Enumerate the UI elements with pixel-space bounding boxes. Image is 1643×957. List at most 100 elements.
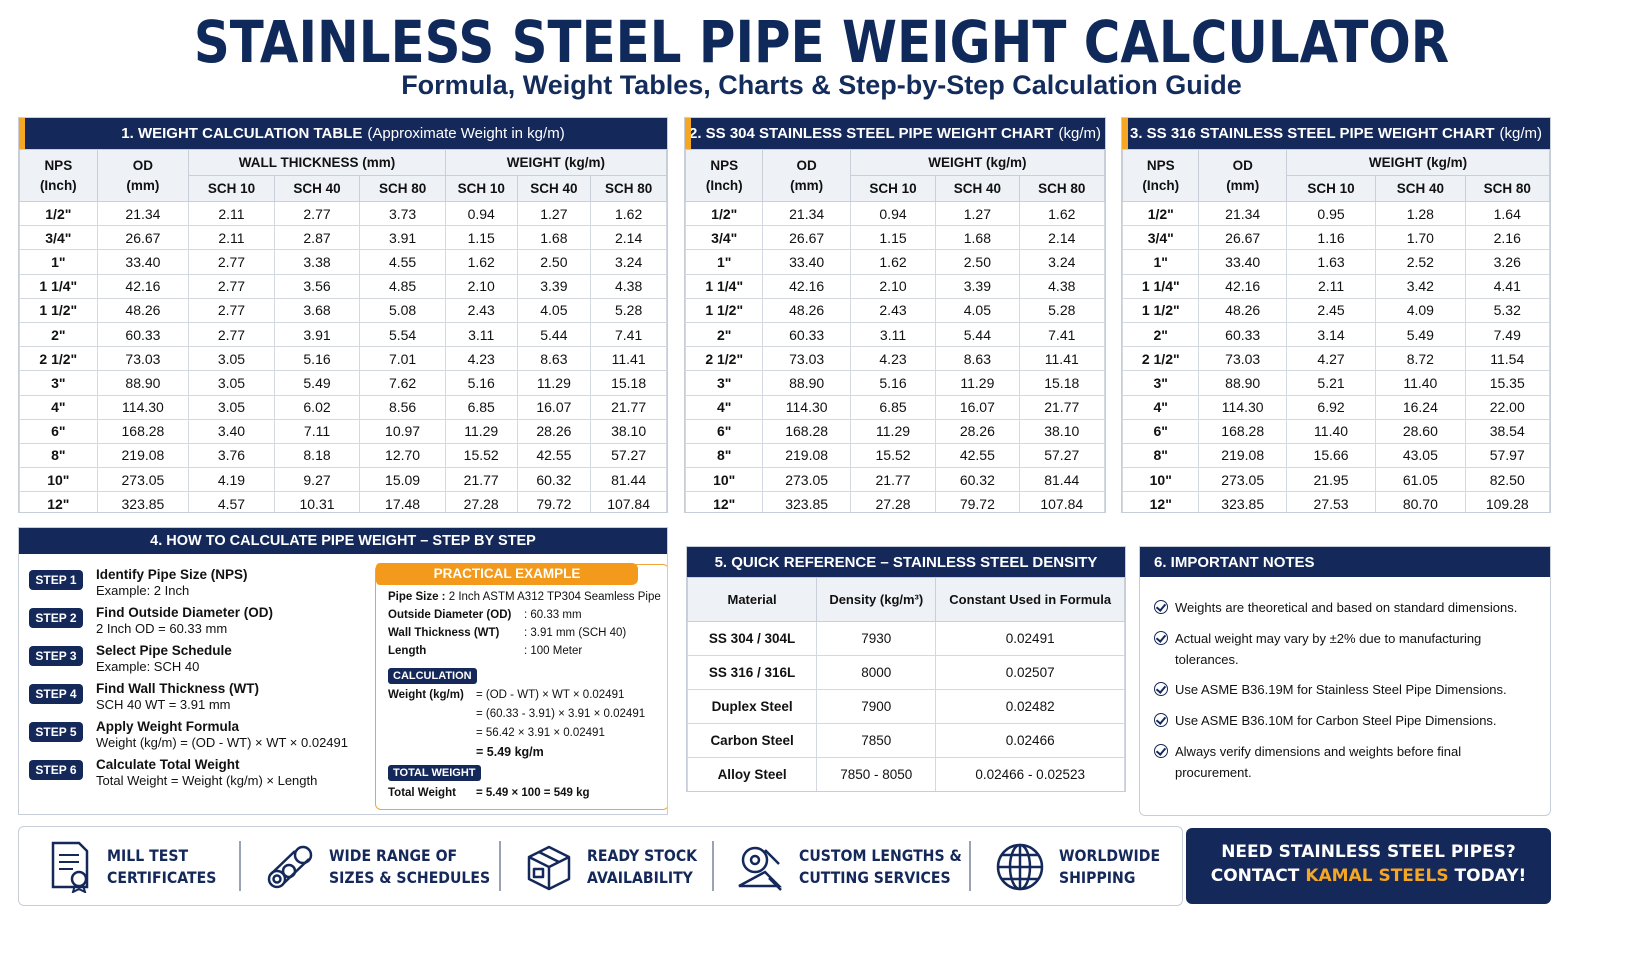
table-row: SS 304 / 304L 7930 0.02491 [687, 621, 1125, 656]
nps-cell: 4" [19, 394, 98, 420]
contact-cta-banner[interactable]: NEED STAINLESS STEEL PIPES? CONTACT KAMA… [1186, 828, 1551, 904]
nps-cell: 1/2" [1122, 200, 1200, 227]
page-title: STAINLESS STEEL PIPE WEIGHT CALCULATOR [193, 8, 1450, 76]
table-cell: 2.10 [849, 273, 937, 299]
table-row: 4" 114.30 6.85 16.07 21.77 [685, 394, 1105, 420]
table-cell: 3.05 [188, 394, 275, 420]
table-row: 3/4" 26.67 1.16 1.70 2.16 [1122, 225, 1550, 251]
step-item: STEP 1 Identify Pipe Size (NPS) Example: 2… [29, 566, 369, 604]
table-cell: 273.05 [1198, 467, 1287, 493]
table-cell: 109.28 [1464, 491, 1550, 512]
table-cell: 11.54 [1464, 346, 1550, 372]
step-text: Example: SCH 40 [96, 659, 200, 674]
material-cell: Alloy Steel [687, 757, 818, 791]
table-row: 6" 168.28 3.40 7.11 10.97 11.29 28.26 38.10 [19, 418, 667, 444]
table-cell: 38.10 [590, 418, 667, 444]
table-cell: 1.62 [1018, 200, 1105, 227]
table-cell: 5.21 [1285, 370, 1377, 396]
table-cell: 2.14 [590, 225, 667, 251]
table-cell: 1.70 [1375, 225, 1466, 251]
table-row: 3/4" 26.67 1.15 1.68 2.14 [685, 225, 1105, 251]
weight-calculation-table-panel: 1. WEIGHT CALCULATION TABLE (Approximate … [18, 117, 668, 513]
table-row: 1/2" 21.34 2.11 2.77 3.73 0.94 1.27 1.62 [19, 200, 667, 227]
table-cell: 73.03 [1198, 346, 1287, 372]
table-cell: 11.29 [444, 418, 518, 444]
table-cell: 61.05 [1375, 467, 1466, 493]
table-cell: 7.41 [1018, 321, 1105, 348]
table-cell: 21.95 [1285, 467, 1377, 493]
table-cell: 48.26 [1198, 297, 1287, 323]
table-row: 2 1/2" 73.03 3.05 5.16 7.01 4.23 8.63 11.41 [19, 346, 667, 372]
globe-icon [996, 843, 1044, 891]
note-item: Always verify dimensions and weights bef… [1154, 741, 1534, 783]
table-cell: 22.00 [1464, 394, 1550, 420]
total-weight-badge: TOTAL WEIGHT [388, 765, 481, 781]
panel-header: 3. SS 316 STAINLESS STEEL PIPE WEIGHT CH… [1122, 118, 1550, 149]
table-cell: 7850 - 8050 [816, 757, 937, 791]
table-cell: 73.03 [96, 346, 190, 372]
schedule-header: SCH 40 [516, 175, 592, 202]
step-badge: STEP 4 [29, 684, 83, 704]
nps-cell: 4" [1122, 394, 1200, 420]
table-cell: 11.41 [590, 346, 667, 372]
table-cell: 4.05 [516, 297, 592, 323]
table-cell: 4.27 [1285, 346, 1377, 372]
table-cell: 8.18 [273, 442, 361, 469]
table-cell: 57.27 [590, 442, 667, 469]
practical-example-title: PRACTICAL EXAMPLE [376, 563, 638, 585]
table-cell: 1.68 [516, 225, 592, 251]
material-cell: Carbon Steel [687, 723, 818, 758]
nps-cell: 3/4" [685, 225, 764, 251]
table-cell: 6.02 [273, 394, 361, 420]
nps-cell: 2" [19, 321, 98, 348]
table-cell: 2.50 [935, 249, 1020, 275]
table-cell: 2.50 [516, 249, 592, 275]
table-cell: 11.40 [1285, 418, 1377, 444]
table-cell: 11.29 [935, 370, 1020, 396]
note-text: Use ASME B36.19M for Stainless Steel Pip… [1175, 682, 1507, 697]
table-cell: 0.94 [849, 200, 937, 227]
table-cell: 3.39 [935, 273, 1020, 299]
note-item: Use ASME B36.10M for Carbon Steel Pipe D… [1154, 710, 1534, 731]
notes-panel: 6. IMPORTANT NOTES Weights are theoretic… [1139, 546, 1551, 816]
table-cell: 4.85 [359, 273, 446, 299]
table-cell: 7.01 [359, 346, 446, 372]
table-cell: 27.28 [849, 491, 937, 512]
table-cell: 4.41 [1464, 273, 1550, 299]
col-od: OD (mm) [1198, 149, 1287, 202]
table-cell: 5.44 [935, 321, 1020, 348]
table-row: 1 1/4" 42.16 2.10 3.39 4.38 [685, 273, 1105, 299]
table-cell: 5.32 [1464, 297, 1550, 323]
table-cell: 6.85 [849, 394, 937, 420]
table-cell: 4.55 [359, 249, 446, 275]
table-cell: 33.40 [96, 249, 190, 275]
table-cell: 8000 [816, 655, 937, 690]
table-cell: 73.03 [762, 346, 851, 372]
nps-cell: 6" [19, 418, 98, 444]
table-cell: 11.40 [1375, 370, 1466, 396]
table-cell: 21.77 [444, 467, 518, 493]
table-cell: 3.05 [188, 346, 275, 372]
nps-cell: 1" [1122, 249, 1200, 275]
table-cell: 5.16 [444, 370, 518, 396]
table-cell: 28.26 [935, 418, 1020, 444]
table-cell: 15.66 [1285, 442, 1377, 469]
table-cell: 2.14 [1018, 225, 1105, 251]
table-cell: 8.72 [1375, 346, 1466, 372]
table-row: 6" 168.28 11.40 28.60 38.54 [1122, 418, 1550, 444]
schedule-header: SCH 10 [188, 175, 275, 202]
table-row: 12" 323.85 27.28 79.72 107.84 [685, 491, 1105, 512]
table-cell: 5.08 [359, 297, 446, 323]
table-cell: 8.63 [935, 346, 1020, 372]
table-cell: 4.09 [1375, 297, 1466, 323]
table-row: 4" 114.30 6.92 16.24 22.00 [1122, 394, 1550, 420]
check-circle-icon [1154, 713, 1168, 727]
table-cell: 5.28 [1018, 297, 1105, 323]
table-cell: 3.91 [359, 225, 446, 251]
table-cell: 2.52 [1375, 249, 1466, 275]
feature-mill-test: MILL TEST CERTIFICATES [49, 827, 231, 907]
col-nps: NPS (Inch) [685, 149, 764, 202]
check-circle-icon [1154, 600, 1168, 614]
table-cell: 11.29 [516, 370, 592, 396]
table-row: 4" 114.30 3.05 6.02 8.56 6.85 16.07 21.77 [19, 394, 667, 420]
